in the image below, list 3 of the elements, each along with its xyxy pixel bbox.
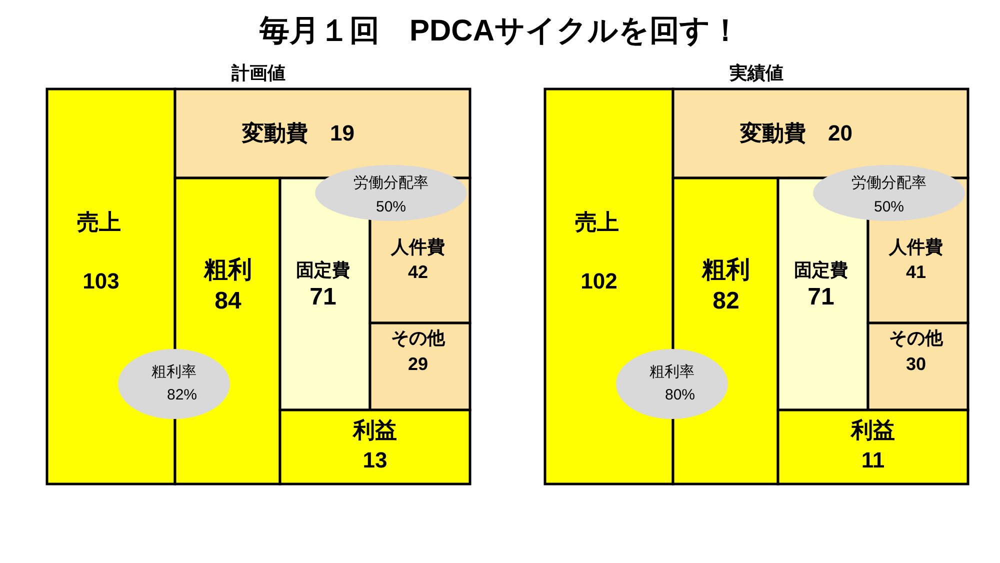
title: 毎月１回 PDCAサイクルを回す！ [260, 14, 740, 48]
subtitle: 実績値 [730, 63, 784, 83]
subtitle: 計画値 [232, 63, 286, 83]
